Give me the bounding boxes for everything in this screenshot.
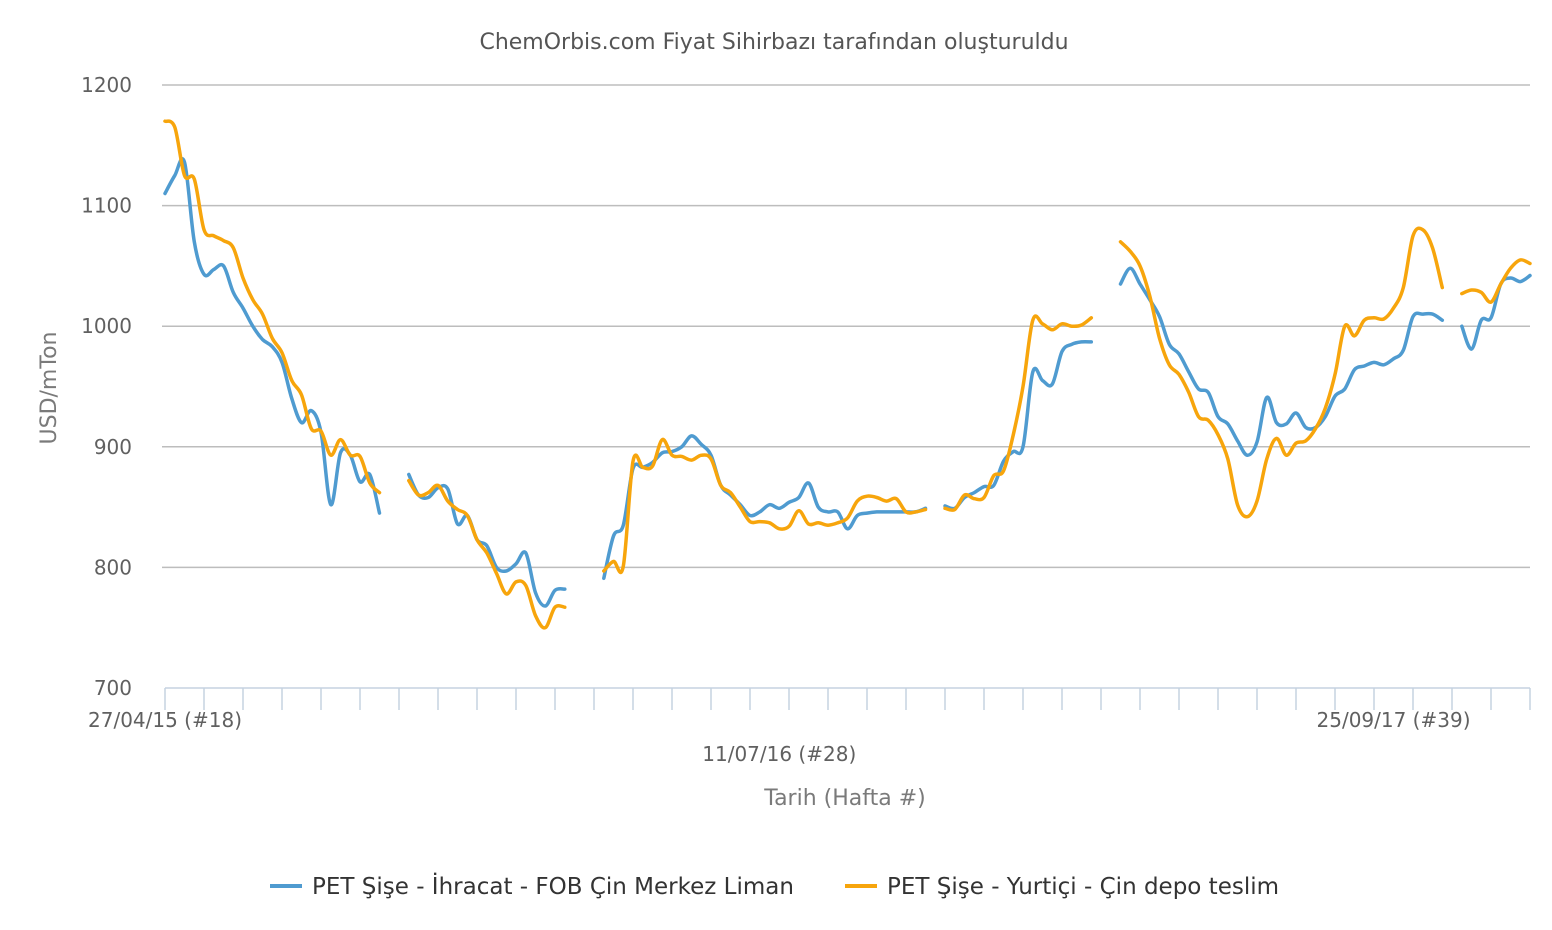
y-tick-label: 1000 [81,314,132,338]
legend-label: PET Şişe - Yurtiçi - Çin depo teslim [887,874,1279,900]
legend: PET Şişe - İhracat - FOB Çin Merkez Lima… [270,872,1279,900]
y-tick-label: 700 [94,676,132,700]
series-2-line [1118,226,1445,519]
series-2-line [1460,258,1532,304]
series-1-line [163,157,382,515]
y-tick-label: 1200 [81,73,132,97]
y-tick-label: 1100 [81,194,132,218]
series-2 [163,119,1532,630]
series-2-line [407,478,567,630]
series-2-line [602,437,928,575]
x-tick-label: 25/09/17 (#39) [1317,708,1471,732]
series-2-line [163,119,382,495]
gridlines [162,84,1530,569]
x-axis-title: Tarih (Hafta #) [763,786,925,811]
series-2-line [943,314,1094,513]
series-1-line [602,434,928,581]
y-axis: 700 800 900 1000 1100 1200 [81,73,132,700]
series-1 [163,157,1532,608]
y-tick-label: 900 [94,435,132,459]
x-tick-label: 27/04/15 (#18) [88,708,242,732]
series-1-line [1118,266,1445,457]
legend-label: PET Şişe - İhracat - FOB Çin Merkez Lima… [312,872,794,900]
y-axis-title: USD/mTon [37,332,62,445]
series-lines [163,119,1532,630]
series-1-line [1460,273,1532,351]
chart-title: ChemOrbis.com Fiyat Sihirbazı tarafından… [479,30,1068,55]
x-axis: 27/04/15 (#18) 11/07/16 (#28) 25/09/17 (#3… [88,687,1531,766]
y-tick-label: 800 [94,555,132,579]
series-1-line [943,339,1094,511]
series-1-line [407,472,567,608]
x-tick-label: 11/07/16 (#28) [702,742,856,766]
